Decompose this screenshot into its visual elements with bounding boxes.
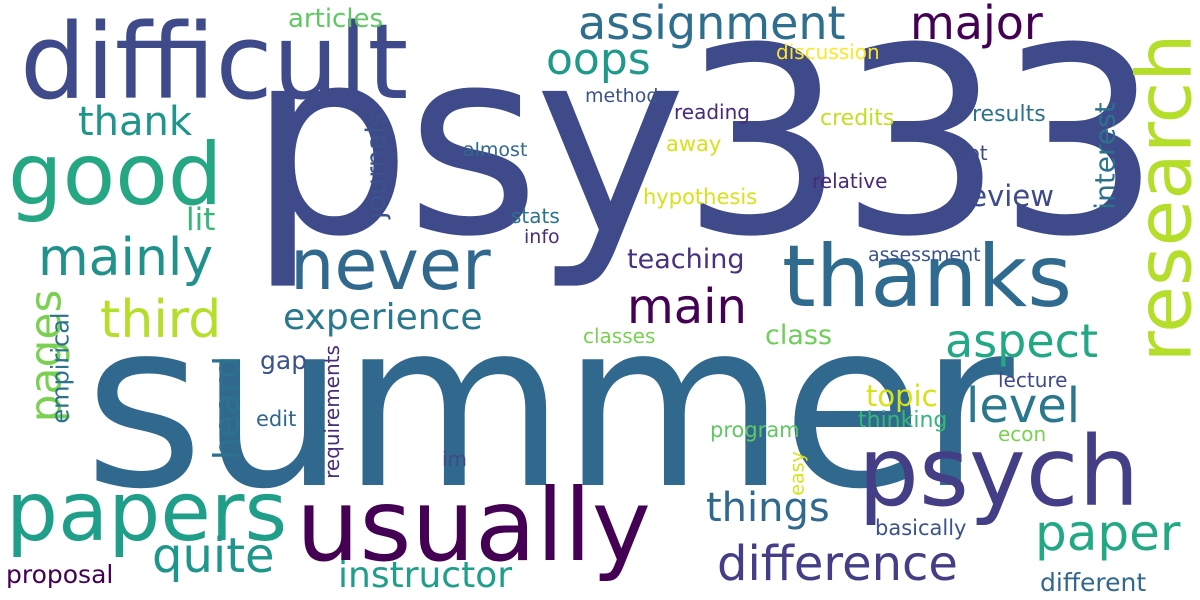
word-review: review: [958, 179, 1054, 213]
word-discussion: discussion: [776, 40, 880, 64]
word-results: results: [972, 102, 1046, 127]
word-im: im: [442, 447, 468, 471]
word-credits: credits: [820, 106, 895, 131]
word-level: level: [966, 378, 1081, 434]
word-edit: edit: [256, 407, 297, 431]
word-basically: basically: [875, 516, 967, 540]
word-teaching: teaching: [627, 244, 745, 275]
word-gap: gap: [260, 346, 308, 375]
word-experience: experience: [283, 297, 483, 338]
word-thank: thank: [78, 99, 193, 145]
word-oops: oops: [546, 34, 651, 85]
word-heard: heard: [207, 355, 249, 461]
word-proposal: proposal: [6, 560, 114, 589]
word-classes: classes: [583, 324, 656, 348]
word-never: never: [290, 224, 491, 306]
word-things: things: [706, 485, 830, 531]
word-main: main: [627, 279, 747, 335]
word-method: method: [585, 85, 659, 107]
word-psych: psych: [858, 416, 1140, 528]
word-journals: journals: [361, 112, 392, 219]
word-stats: stats: [511, 204, 560, 228]
word-research: research: [1119, 33, 1200, 363]
word-assignment: assignment: [578, 0, 846, 50]
word-summer: summer: [84, 273, 1014, 540]
word-lit: lit: [186, 202, 216, 238]
word-quite: quite: [152, 528, 275, 584]
word-topic: topic: [866, 379, 938, 413]
word-almost: almost: [463, 139, 528, 161]
word-econ: econ: [998, 422, 1047, 446]
word-program: program: [710, 418, 800, 442]
word-away: away: [666, 132, 722, 156]
word-hypothesis: hypothesis: [643, 185, 758, 209]
word-relative: relative: [812, 169, 888, 193]
word-different: different: [1040, 568, 1147, 597]
word-reading: reading: [674, 100, 750, 124]
word-thanks: thanks: [782, 227, 1073, 327]
word-papers: papers: [6, 465, 288, 560]
word-usually: usually: [296, 467, 651, 584]
word-requirements: requirements: [319, 345, 344, 479]
word-mainly: mainly: [38, 228, 214, 288]
word-third: third: [100, 290, 222, 350]
word-paper: paper: [1035, 504, 1181, 562]
word-difference: difference: [717, 536, 958, 592]
word-aspect: aspect: [945, 314, 1098, 368]
word-lot: lot: [962, 141, 988, 165]
word-lecture: lecture: [998, 368, 1068, 392]
word-instructor: instructor: [338, 555, 513, 596]
word-empirical: empirical: [46, 312, 75, 424]
word-thinking: thinking: [858, 408, 948, 433]
word-info: info: [524, 226, 560, 248]
word-class: class: [765, 320, 833, 351]
word-interest: interest: [1088, 102, 1122, 210]
word-good: good: [8, 125, 223, 225]
word-major: major: [910, 0, 1043, 50]
word-psy333: psy333: [248, 0, 1161, 293]
word-assessment: assessment: [868, 244, 981, 266]
word-difficult: difficult: [20, 1, 409, 123]
word-articles: articles: [288, 4, 384, 34]
